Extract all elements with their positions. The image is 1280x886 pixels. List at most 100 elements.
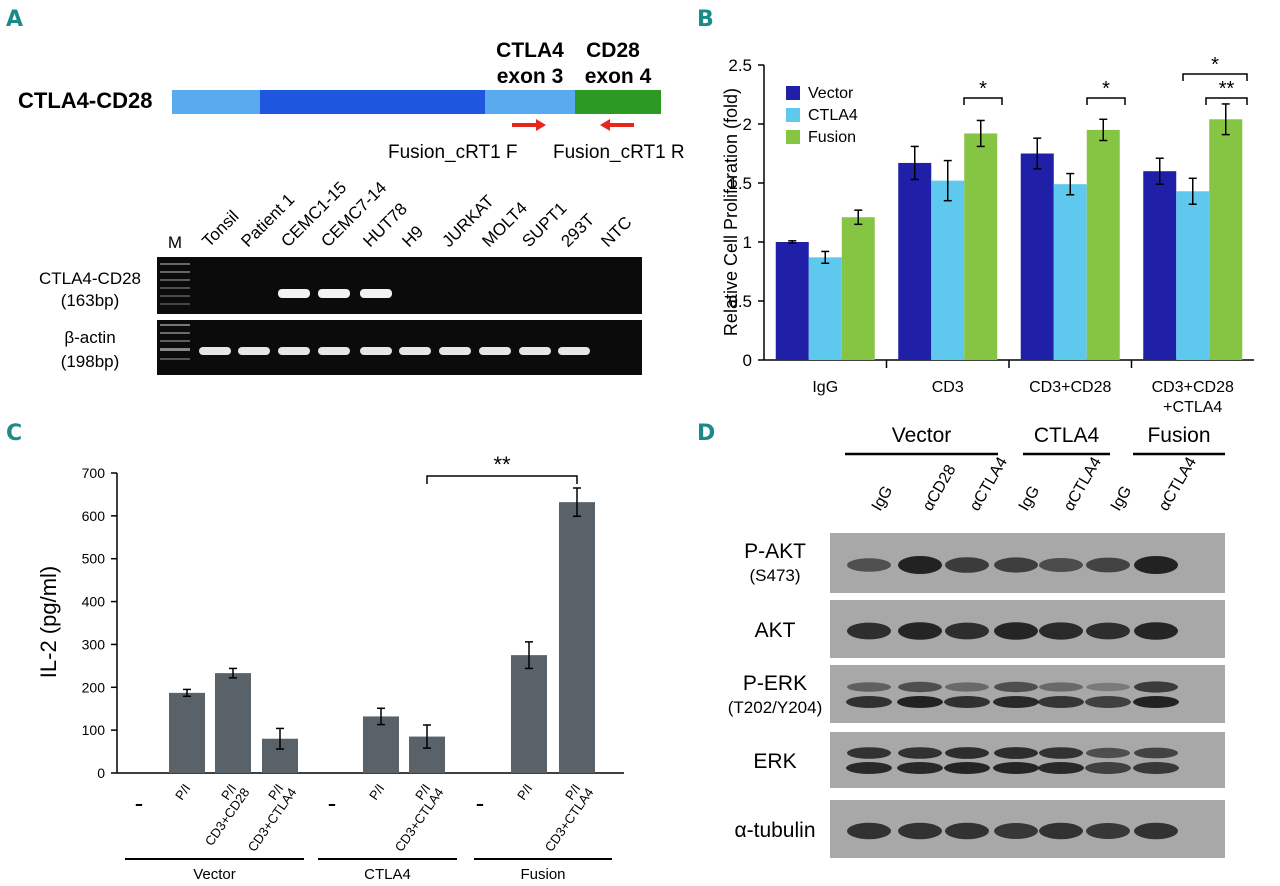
y-axis-title: IL-2 (pg/ml): [36, 566, 61, 678]
blot-group-label: Vector: [892, 424, 952, 447]
blot-band: [1039, 622, 1083, 640]
bar-fusion: [964, 133, 998, 360]
significance-bracket: [1182, 73, 1248, 81]
blot-band: [994, 622, 1038, 640]
construct-segment-2: [260, 90, 485, 114]
blot-band: [993, 696, 1039, 708]
blot-band: [1039, 558, 1083, 572]
blot-lane-label: IgG: [1108, 483, 1136, 514]
blot-band: [1134, 556, 1178, 574]
bar-vector: [898, 162, 932, 360]
x-tick-label: P/I: [218, 781, 239, 803]
primer-f-label: Fusion_cRT1 F: [388, 142, 518, 163]
gel-1-band: [360, 289, 392, 298]
proliferation-chart: 0 0.5 1 1.5 2 2.5 Relative Cell Proliferation …: [721, 54, 1254, 416]
x-tick-label: P/I: [172, 781, 193, 803]
x-tick-label: P/I: [412, 781, 433, 803]
gel-2-bands: [199, 347, 590, 355]
legend-label: Vector: [808, 85, 854, 102]
gel-lane-label: Tonsil: [198, 207, 242, 251]
x-tick-label: -: [328, 788, 337, 818]
blot-band: [945, 747, 989, 759]
blot-band: [1039, 822, 1083, 840]
gel-1-marker-ladder: [160, 263, 190, 305]
blot-band: [898, 681, 942, 693]
blot-band: [846, 696, 892, 708]
y-tick-label: 0.5: [728, 292, 752, 311]
blot-membrane: [830, 665, 1225, 723]
blot-label-sub: (T202/Y204): [728, 698, 823, 717]
blot-band: [846, 762, 892, 774]
blot-band: [898, 556, 942, 574]
legend-label: CTLA4: [808, 107, 858, 124]
gel2-label-2: (198bp): [61, 352, 120, 371]
gel1-label-1: CTLA4-CD28: [39, 269, 141, 288]
panel-c-letter: C: [6, 421, 22, 446]
gel-1-band: [318, 289, 350, 298]
blot-band: [1086, 682, 1130, 692]
legend-swatch: [786, 130, 800, 144]
legend-swatch: [786, 86, 800, 100]
significance-bracket: [1205, 97, 1248, 105]
significance-marker: **: [493, 452, 511, 477]
construct-segment-ctla4-exon3: [485, 90, 575, 114]
bar: [215, 673, 251, 773]
y-tick-label: 700: [82, 465, 106, 481]
x-tick-label: -: [476, 788, 485, 818]
blot-band: [1039, 747, 1083, 759]
blot-band: [1039, 682, 1083, 692]
blot-band: [847, 558, 891, 572]
blot-label: P-ERK: [743, 672, 807, 695]
gel-2-band: [399, 347, 431, 355]
x-tick-label: P/I: [562, 781, 583, 803]
bar: [511, 655, 547, 773]
blot-band: [898, 622, 942, 640]
blot-label: ERK: [753, 750, 796, 773]
construct-segment-1: [172, 90, 260, 114]
x-tick-label: P/I: [265, 781, 286, 803]
gel-1-bands: [278, 289, 392, 298]
y-tick-label: 600: [82, 508, 106, 524]
x-tick-label: CD3+CD28: [1152, 379, 1234, 396]
primer-f-arrow: [512, 119, 546, 131]
y-tick-label: 0: [97, 765, 105, 781]
bar-vector: [1020, 153, 1054, 360]
blot-band: [1134, 681, 1178, 693]
legend-label: Fusion: [808, 129, 856, 146]
legend-swatch: [786, 108, 800, 122]
primer-r-label: Fusion_cRT1 R: [553, 142, 685, 163]
gel-2-band: [199, 347, 231, 355]
blot-lane-label: αCTLA4: [1061, 454, 1105, 514]
blot-band: [944, 762, 990, 774]
y-tick-label: 500: [82, 551, 106, 567]
blot-band: [945, 557, 989, 573]
blot-band: [1133, 696, 1179, 708]
exon1-label-2: exon 3: [497, 65, 564, 88]
significance-marker: *: [979, 78, 987, 100]
significance-marker: *: [1211, 54, 1219, 76]
blot-band: [847, 747, 891, 759]
bar-ctla4: [1053, 184, 1087, 360]
blot-band: [847, 622, 891, 640]
gel-2-band: [439, 347, 471, 355]
blot-band: [1085, 696, 1131, 708]
gel-2-band: [318, 347, 350, 355]
bar-ctla4: [931, 180, 965, 360]
x-tick-label: +CTLA4: [1163, 399, 1222, 416]
blot-band: [898, 747, 942, 759]
y-tick-label: 100: [82, 722, 106, 738]
blot-label: AKT: [755, 619, 796, 642]
significance-marker: *: [1102, 78, 1110, 100]
panel-b-letter: B: [697, 7, 714, 32]
blot-band: [1038, 762, 1084, 774]
gel-2-marker-ladder: [160, 324, 190, 360]
blot-band: [847, 682, 891, 692]
gel-1: [157, 257, 642, 314]
gel-2-band: [519, 347, 551, 355]
y-tick-label: 0: [743, 351, 752, 370]
bar: [169, 692, 205, 773]
construct-diagram: [172, 90, 661, 114]
bar-fusion: [1209, 119, 1243, 360]
gel-lane-label: H9: [398, 222, 427, 251]
